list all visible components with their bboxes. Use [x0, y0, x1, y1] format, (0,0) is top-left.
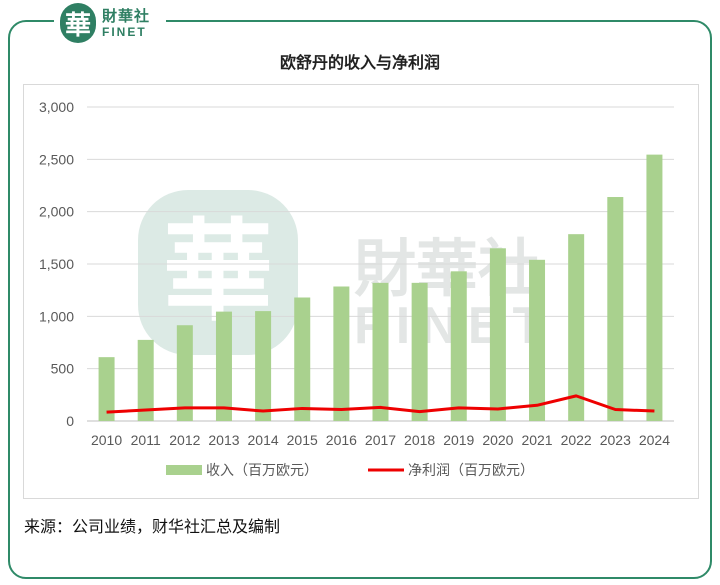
chart-title: 欧舒丹的收入与净利润	[279, 53, 440, 72]
revenue-bar	[529, 259, 546, 421]
finet-logo-mark: 華	[60, 3, 96, 43]
y-tick-label: 500	[51, 361, 75, 377]
x-tick-label: 2022	[561, 432, 592, 448]
x-tick-label: 2019	[443, 432, 474, 448]
finet-logo-name-cn: 財華社	[102, 6, 151, 25]
legend-profit-label: 净利润（百万欧元）	[408, 462, 534, 478]
revenue-bar	[450, 271, 467, 421]
y-tick-label: 1,000	[39, 308, 74, 324]
revenue-bar	[176, 325, 193, 421]
revenue-bar	[489, 248, 506, 421]
x-tick-label: 2016	[326, 432, 357, 448]
x-tick-label: 2021	[521, 432, 552, 448]
y-tick-label: 2,000	[39, 204, 74, 220]
revenue-bar	[215, 311, 232, 421]
x-tick-label: 2014	[248, 432, 279, 448]
revenue-bar	[255, 311, 272, 421]
revenue-bar	[607, 197, 624, 421]
source-note: 来源：公司业绩，财华社汇总及编制	[24, 517, 281, 536]
revenue-bar	[411, 282, 428, 421]
chart-svg: 華財華社FINET05001,0001,5002,0002,5003,00020…	[39, 99, 674, 478]
y-tick-label: 3,000	[39, 99, 74, 115]
revenue-bar	[333, 286, 350, 421]
x-tick-label: 2010	[91, 432, 122, 448]
revenue-bar	[294, 297, 311, 421]
revenue-bar	[568, 234, 585, 421]
finet-logo-name-en: FINET	[102, 24, 147, 39]
x-tick-label: 2011	[131, 432, 161, 448]
y-tick-label: 1,500	[39, 256, 74, 272]
x-tick-label: 2018	[404, 432, 435, 448]
x-tick-label: 2012	[169, 432, 200, 448]
legend-revenue-label: 收入（百万欧元）	[206, 462, 318, 478]
x-tick-label: 2024	[639, 432, 670, 448]
revenue-bar	[137, 339, 154, 421]
revenue-bar	[98, 357, 115, 421]
x-tick-label: 2023	[600, 432, 631, 448]
legend-revenue-swatch	[166, 465, 202, 475]
chart-area: 華財華社FINET05001,0001,5002,0002,5003,00020…	[23, 84, 699, 499]
revenue-bar	[646, 154, 663, 421]
x-tick-label: 2017	[365, 432, 396, 448]
x-tick-label: 2013	[208, 432, 239, 448]
x-tick-label: 2020	[482, 432, 513, 448]
finet-logo: 華 財華社 FINET	[54, 0, 166, 46]
y-tick-label: 2,500	[39, 151, 74, 167]
y-tick-label: 0	[66, 413, 74, 429]
revenue-bar	[372, 282, 389, 421]
x-tick-label: 2015	[287, 432, 318, 448]
